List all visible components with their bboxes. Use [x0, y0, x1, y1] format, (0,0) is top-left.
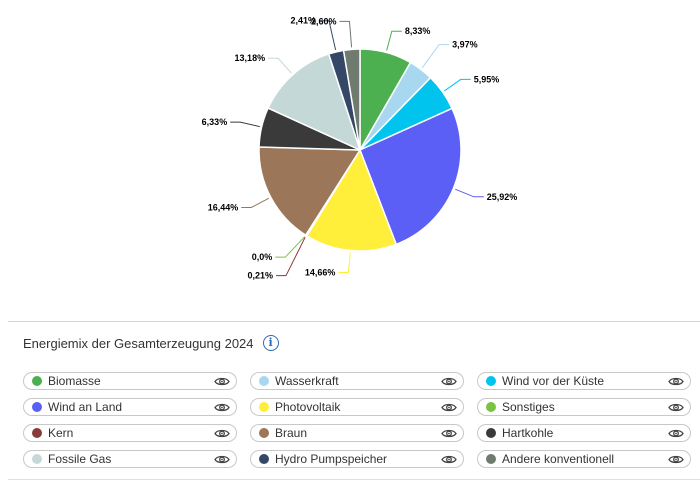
pie-slice-andere-konventionell[interactable] — [342, 48, 361, 151]
legend-item-fossile-gas[interactable]: Fossile Gas — [23, 450, 237, 468]
legend-color-dot — [259, 428, 269, 438]
data-label-fossile-gas: 13,18% — [235, 53, 266, 63]
data-label-hydro-pumpspeicher: 2,41% — [290, 16, 316, 26]
leader-line-biomasse — [386, 30, 402, 51]
data-label-braun: 16,44% — [208, 202, 239, 212]
data-label-wasserkraft: 3,97% — [452, 40, 478, 50]
info-icon[interactable]: i — [262, 335, 279, 351]
eye-icon[interactable] — [441, 402, 457, 413]
legend-item-label: Hartkohle — [502, 426, 554, 440]
legend-item-andere-konventionell[interactable]: Andere konventionell — [477, 450, 691, 468]
legend-title: Energiemix der Gesamterzeugung 2024 — [23, 335, 254, 351]
eye-icon[interactable] — [214, 454, 230, 465]
data-label-kern: 0,21% — [247, 271, 273, 281]
eye-icon[interactable] — [441, 454, 457, 465]
leader-line-kern — [276, 236, 306, 277]
legend-item-wasserkraft[interactable]: Wasserkraft — [250, 372, 464, 390]
legend-color-dot — [259, 402, 269, 412]
data-label-wind-vor-der-k-ste: 5,95% — [474, 74, 500, 84]
leader-line-andere-konventionell — [339, 20, 353, 48]
eye-icon[interactable] — [441, 376, 457, 387]
legend: Biomasse Wasserkraft Wind vor der Küste Win… — [23, 372, 691, 468]
legend-color-dot — [32, 402, 42, 412]
eye-icon[interactable] — [214, 402, 230, 413]
pie-slice-braun[interactable] — [258, 146, 362, 237]
legend-item-hartkohle[interactable]: Hartkohle — [477, 424, 691, 442]
legend-color-dot — [486, 454, 496, 464]
legend-color-dot — [486, 402, 496, 412]
legend-item-label: Wasserkraft — [275, 374, 339, 388]
leader-line-wind-an-land — [455, 188, 484, 198]
legend-item-label: Photovoltaik — [275, 400, 341, 414]
eye-icon[interactable] — [668, 376, 684, 387]
legend-item-label: Wind vor der Küste — [502, 374, 605, 388]
legend-header: Energiemix der Gesamterzeugung 2024 i — [23, 333, 279, 353]
legend-item-label: Braun — [275, 426, 308, 440]
legend-item-label: Hydro Pumpspeicher — [275, 452, 388, 466]
leader-line-braun — [241, 197, 270, 208]
leader-line-hydro-pumpspeicher — [318, 20, 337, 51]
eye-icon[interactable] — [668, 428, 684, 439]
legend-color-dot — [32, 428, 42, 438]
pie-slice-photovoltaik[interactable] — [305, 148, 398, 252]
legend-item-label: Fossile Gas — [48, 452, 112, 466]
eye-icon[interactable] — [214, 376, 230, 387]
leader-line-fossile-gas — [268, 57, 292, 74]
legend-item-photovoltaik[interactable]: Photovoltaik — [250, 398, 464, 416]
pie-slice-wind-an-land[interactable] — [359, 107, 462, 246]
leader-line-photovoltaik — [338, 252, 351, 273]
leader-line-wasserkraft — [421, 44, 450, 69]
legend-item-braun[interactable]: Braun — [250, 424, 464, 442]
leader-line-hartkohle — [230, 121, 260, 128]
legend-item-label: Andere konventionell — [502, 452, 615, 466]
legend-item-label: Sonstiges — [502, 400, 555, 414]
legend-color-dot — [259, 454, 269, 464]
pie-slice-fossile-gas[interactable] — [267, 53, 362, 152]
legend-item-label: Biomasse — [48, 374, 101, 388]
legend-item-label: Kern — [48, 426, 74, 440]
legend-item-sonstiges[interactable]: Sonstiges — [477, 398, 691, 416]
data-label-photovoltaik: 14,66% — [305, 267, 336, 277]
legend-item-label: Wind an Land — [48, 400, 123, 414]
bottom-divider — [8, 479, 700, 480]
data-label-wind-an-land: 25,92% — [487, 192, 518, 202]
legend-color-dot — [486, 428, 496, 438]
eye-icon[interactable] — [214, 428, 230, 439]
legend-color-dot — [486, 376, 496, 386]
pie-chart: 8,33% 3,97% 5,95% 25,92% 14,66% 0,21% 0,0% 16,4… — [202, 16, 518, 281]
legend-item-kern[interactable]: Kern — [23, 424, 237, 442]
data-label-biomasse: 8,33% — [405, 26, 431, 36]
legend-item-hydro-pumpspeicher[interactable]: Hydro Pumpspeicher — [250, 450, 464, 468]
legend-item-wind-vor-der-k-ste[interactable]: Wind vor der Küste — [477, 372, 691, 390]
data-label-hartkohle: 6,33% — [202, 117, 228, 127]
data-label-andere-konventionell: 2,60% — [311, 16, 337, 26]
divider — [8, 321, 700, 322]
leader-line-sonstiges — [275, 236, 305, 258]
legend-item-wind-an-land[interactable]: Wind an Land — [23, 398, 237, 416]
legend-color-dot — [32, 376, 42, 386]
eye-icon[interactable] — [668, 402, 684, 413]
legend-item-biomasse[interactable]: Biomasse — [23, 372, 237, 390]
eye-icon[interactable] — [441, 428, 457, 439]
legend-color-dot — [32, 454, 42, 464]
leader-line-wind-vor-der-k-ste — [444, 78, 471, 92]
data-label-sonstiges: 0,0% — [252, 252, 273, 262]
eye-icon[interactable] — [668, 454, 684, 465]
legend-color-dot — [259, 376, 269, 386]
